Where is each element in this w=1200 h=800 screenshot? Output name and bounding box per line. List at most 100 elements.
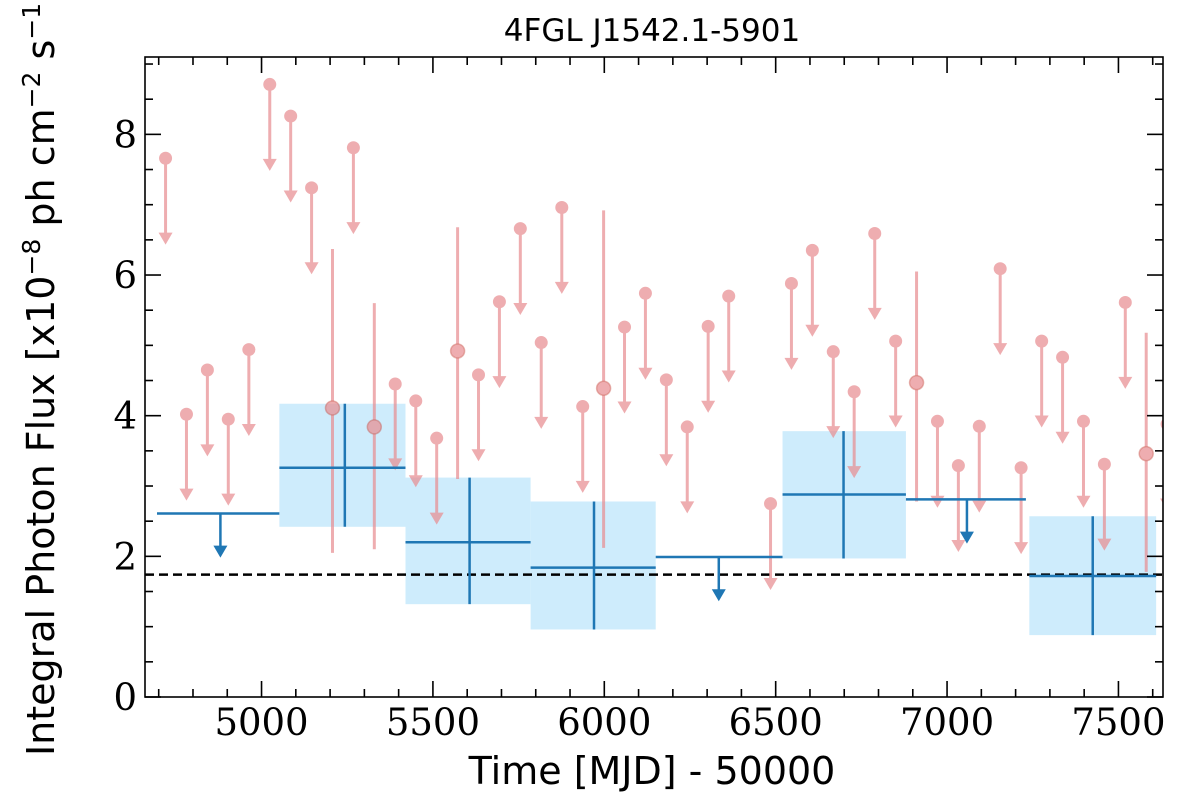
fine-upper-limit-arrow (972, 500, 987, 513)
y-tick-label: 0 (113, 676, 137, 719)
fine-upper-limit (659, 373, 674, 467)
fine-upper-limit-marker (951, 459, 965, 473)
coarse-upper-limit (655, 555, 783, 602)
fine-upper-limit-marker (680, 420, 694, 434)
fine-upper-limit-arrow (1055, 431, 1070, 444)
fine-upper-limit (763, 497, 778, 590)
y-axis-label: Integral Photon Flux [x10−8 ph cm−2 s−1] (17, 0, 63, 756)
fine-upper-limit-arrow (346, 222, 361, 235)
fine-detection (595, 210, 612, 548)
y-axis-label-end: ] (19, 0, 63, 3)
fine-upper-limit-arrow (805, 324, 820, 337)
fine-upper-limit (221, 412, 236, 506)
fine-upper-limit-arrow (721, 370, 736, 383)
fine-upper-limit-marker (764, 497, 778, 511)
fine-upper-limit-arrow (283, 190, 298, 203)
y-tick-label: 2 (113, 535, 137, 578)
fine-upper-limit (888, 334, 903, 428)
fine-upper-limit-arrow (763, 577, 778, 590)
fine-upper-limit-arrow (1014, 542, 1029, 555)
coarse-bin-band (279, 403, 406, 527)
fine-upper-limit-marker (1035, 334, 1049, 348)
x-tick-label: 5000 (214, 701, 308, 744)
fine-upper-limit (283, 109, 298, 203)
fine-upper-limit-arrow (492, 376, 507, 389)
fine-upper-limit-arrow (200, 444, 215, 457)
x-axis-label: Time [MJD] - 50000 (468, 749, 836, 793)
fine-upper-limit-marker (1014, 461, 1028, 475)
fine-upper-limit-marker (993, 262, 1007, 276)
coarse-upper-limit (156, 512, 280, 558)
fine-upper-limit-arrow (554, 281, 569, 294)
fine-upper-limit-marker (534, 336, 548, 350)
fine-upper-limit (1014, 461, 1029, 555)
coarse-detection (530, 501, 656, 630)
fine-detection (908, 271, 925, 502)
fine-detection-marker (1138, 445, 1154, 462)
fine-upper-limit-arrow (1034, 415, 1049, 428)
fine-upper-limit (346, 141, 361, 235)
fine-upper-limit (575, 400, 590, 493)
fine-upper-limit-marker (242, 343, 256, 357)
fine-upper-limit (408, 394, 423, 488)
fine-upper-limit-marker (555, 201, 569, 215)
coarse-detection (1029, 516, 1157, 636)
fine-upper-limit-marker (868, 227, 882, 241)
fine-upper-limit-marker (1056, 350, 1070, 364)
coarse-upper-limit-arrow (213, 545, 228, 558)
fine-upper-limit-arrow (262, 158, 277, 171)
fine-upper-limit-arrow (951, 540, 966, 553)
fine-upper-limit (200, 363, 215, 457)
x-tick-label: 7500 (1071, 701, 1165, 744)
fine-detection-marker (595, 380, 612, 397)
fine-upper-limit-arrow (534, 416, 549, 429)
fine-upper-limit-arrow (179, 488, 194, 501)
y-tick-label: 4 (113, 395, 137, 438)
fine-upper-limit (1097, 457, 1112, 551)
fine-upper-limit-arrow (1076, 495, 1091, 508)
coarse-detection (279, 403, 406, 527)
x-tick-label: 6500 (729, 701, 823, 744)
fine-upper-limit-marker (889, 334, 903, 348)
fine-upper-limit-marker (221, 412, 235, 426)
coarse-upper-limit-arrow (711, 589, 726, 602)
coarse-bin-bands (279, 403, 1157, 636)
x-tick-label: 5500 (386, 701, 480, 744)
fine-upper-limit-arrow (304, 262, 319, 275)
fine-upper-limit-marker (826, 345, 840, 359)
fine-upper-limit (1055, 350, 1070, 444)
x-tick-label: 7000 (900, 701, 994, 744)
fine-upper-limit (826, 345, 841, 439)
fine-upper-limit (471, 368, 486, 462)
y-axis-label-exp3: −1 (17, 3, 46, 40)
coarse-upper-limit-arrow (959, 531, 974, 544)
fine-upper-limit-arrow (241, 423, 256, 436)
fine-upper-limit (701, 319, 716, 413)
fine-detection (1138, 332, 1154, 572)
fine-upper-limit (972, 419, 987, 513)
coarse-bin-band (405, 477, 531, 605)
fine-upper-limit-marker (972, 419, 986, 433)
fine-upper-limit (179, 407, 194, 501)
fine-upper-limit (492, 295, 507, 389)
fine-upper-limit (784, 276, 799, 370)
fine-upper-limit-arrow (680, 501, 695, 514)
fine-upper-limit-marker (1097, 457, 1111, 471)
fine-upper-limit (993, 262, 1008, 356)
y-axis-label-unit: ph cm (19, 108, 63, 238)
fine-detection-marker (908, 374, 925, 391)
fine-upper-limit-marker (805, 243, 819, 257)
fine-detection-marker (324, 400, 341, 416)
fine-upper-limit-marker (305, 181, 319, 195)
fine-upper-limit-marker (513, 222, 527, 236)
fine-upper-limit-arrow (826, 426, 841, 439)
fine-upper-limit-arrow (513, 303, 528, 315)
fine-detection (366, 303, 383, 550)
fine-upper-limit-arrow (575, 480, 590, 493)
fine-upper-limit (241, 343, 256, 436)
fine-upper-limit-marker (346, 141, 360, 155)
axis-ticks: 5000 5500 6000 6500 7000 7500 0 2 4 6 8 (113, 57, 1166, 744)
fine-upper-limit (388, 377, 403, 471)
fine-upper-limit-arrow (930, 495, 945, 508)
fine-detection-marker (449, 343, 466, 359)
